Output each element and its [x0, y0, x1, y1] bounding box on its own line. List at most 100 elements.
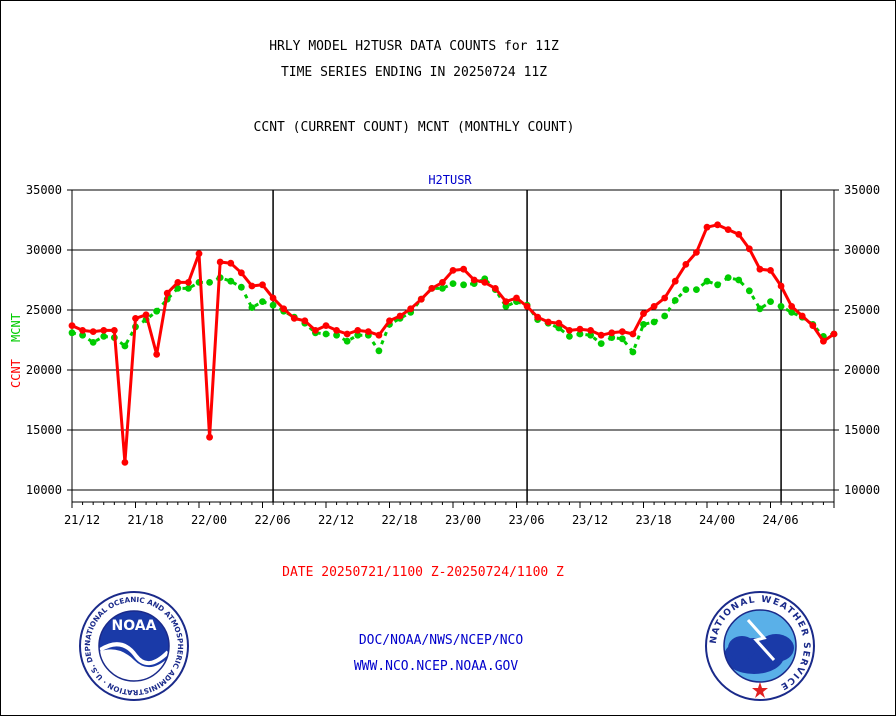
data-point-ccnt	[820, 337, 827, 345]
data-point-ccnt	[259, 281, 266, 289]
data-point-mcnt	[735, 276, 743, 284]
data-point-ccnt	[576, 325, 584, 333]
data-point-mcnt	[237, 283, 245, 291]
data-point-ccnt	[163, 289, 171, 297]
data-point-mcnt	[608, 334, 616, 341]
data-point-ccnt	[280, 305, 288, 313]
data-point-ccnt	[333, 327, 340, 334]
data-point-mcnt	[714, 281, 721, 289]
y-tick-label-left: 35000	[26, 183, 62, 197]
data-point-mcnt	[185, 285, 192, 292]
data-point-ccnt	[312, 327, 319, 334]
data-point-ccnt	[89, 328, 97, 335]
data-point-ccnt	[206, 433, 213, 441]
data-point-ccnt	[439, 279, 446, 286]
y-tick-label-right: 25000	[844, 303, 880, 317]
data-point-ccnt	[608, 329, 616, 337]
data-point-mcnt	[618, 335, 626, 343]
data-point-ccnt	[343, 330, 351, 338]
data-point-ccnt	[79, 327, 86, 334]
data-point-mcnt	[206, 279, 213, 286]
data-point-mcnt	[439, 285, 446, 292]
data-point-ccnt	[703, 223, 711, 231]
data-point-ccnt	[513, 294, 520, 302]
data-point-ccnt	[756, 265, 764, 273]
data-point-ccnt	[354, 327, 362, 334]
plot-label: H2TUSR	[428, 173, 472, 187]
data-point-mcnt	[745, 287, 753, 295]
data-point-mcnt	[79, 331, 86, 339]
data-point-mcnt	[153, 307, 161, 315]
data-point-mcnt	[661, 312, 669, 320]
data-point-ccnt	[640, 310, 647, 317]
data-point-ccnt	[566, 327, 573, 334]
noaa-logo: NATIONAL OCEANIC AND ATMOSPHERIC ADMINIS…	[78, 590, 189, 701]
data-point-mcnt	[788, 309, 796, 316]
y-tick-label-left: 25000	[26, 303, 62, 317]
data-point-ccnt	[618, 328, 626, 335]
x-tick-label: 22/06	[254, 513, 290, 527]
noaa-logo-text: NOAA	[112, 618, 157, 634]
y-tick-label-left: 30000	[26, 243, 62, 257]
data-point-ccnt	[153, 351, 161, 358]
data-point-ccnt	[460, 265, 467, 273]
data-point-mcnt	[89, 339, 97, 346]
data-point-ccnt	[682, 261, 690, 268]
y-tick-label-left: 15000	[26, 423, 62, 437]
data-point-mcnt	[756, 305, 764, 313]
x-tick-label: 23/00	[445, 513, 481, 527]
data-point-ccnt	[110, 327, 118, 334]
data-point-ccnt	[735, 231, 743, 238]
data-point-ccnt	[544, 318, 552, 326]
data-point-mcnt	[248, 304, 256, 311]
data-point-ccnt	[185, 279, 192, 286]
data-point-ccnt	[629, 330, 637, 338]
data-point-ccnt	[597, 331, 605, 339]
website-link[interactable]: WWW.NCO.NCEP.NOAA.GOV	[353, 659, 519, 674]
data-point-ccnt	[830, 330, 838, 338]
data-point-ccnt	[174, 279, 182, 286]
data-point-mcnt	[322, 330, 330, 338]
data-point-ccnt	[269, 294, 277, 302]
x-tick-label: 23/06	[508, 513, 544, 527]
y-tick-label-right: 10000	[844, 483, 880, 497]
y-tick-label-right: 35000	[844, 183, 880, 197]
data-point-ccnt	[237, 269, 245, 277]
plot-frame	[71, 189, 835, 503]
data-point-mcnt	[333, 331, 340, 339]
data-point-ccnt	[121, 459, 129, 466]
data-point-ccnt	[481, 279, 489, 286]
y-tick-label-right: 30000	[844, 243, 880, 257]
data-point-ccnt	[386, 317, 393, 325]
x-tick-label: 22/18	[381, 513, 417, 527]
data-point-ccnt	[491, 285, 499, 292]
data-point-mcnt	[460, 281, 467, 289]
data-point-ccnt	[523, 303, 531, 310]
y-tick-label-right: 15000	[844, 423, 880, 437]
data-point-ccnt	[216, 258, 224, 266]
data-point-ccnt	[724, 226, 732, 234]
y-tick-label-left: 10000	[26, 483, 62, 497]
x-tick-label: 21/18	[127, 513, 163, 527]
data-point-ccnt	[132, 315, 139, 322]
data-point-mcnt	[777, 303, 785, 310]
data-point-ccnt	[449, 267, 457, 274]
data-point-mcnt	[555, 324, 563, 332]
star-icon	[752, 682, 768, 698]
org-path-link[interactable]: DOC/NOAA/NWS/NCEP/NCO	[358, 633, 524, 648]
data-point-ccnt	[650, 303, 658, 310]
chart-title-line1: HRLY MODEL H2TUSR DATA COUNTS for 11Z	[269, 39, 559, 54]
data-point-ccnt	[375, 331, 383, 339]
data-point-ccnt	[322, 322, 330, 329]
data-point-ccnt	[100, 327, 108, 334]
chart-subtitle: CCNT (CURRENT COUNT) MCNT (MONTHLY COUNT…	[253, 120, 575, 135]
data-point-mcnt	[629, 348, 637, 356]
data-point-mcnt	[767, 298, 774, 305]
data-point-mcnt	[269, 301, 277, 309]
data-point-mcnt	[121, 342, 129, 350]
date-range: DATE 20250721/1100 Z-20250724/1100 Z	[282, 565, 564, 580]
data-point-ccnt	[195, 250, 203, 257]
data-point-ccnt	[248, 282, 256, 290]
data-point-mcnt	[597, 340, 605, 347]
data-point-mcnt	[587, 331, 594, 339]
